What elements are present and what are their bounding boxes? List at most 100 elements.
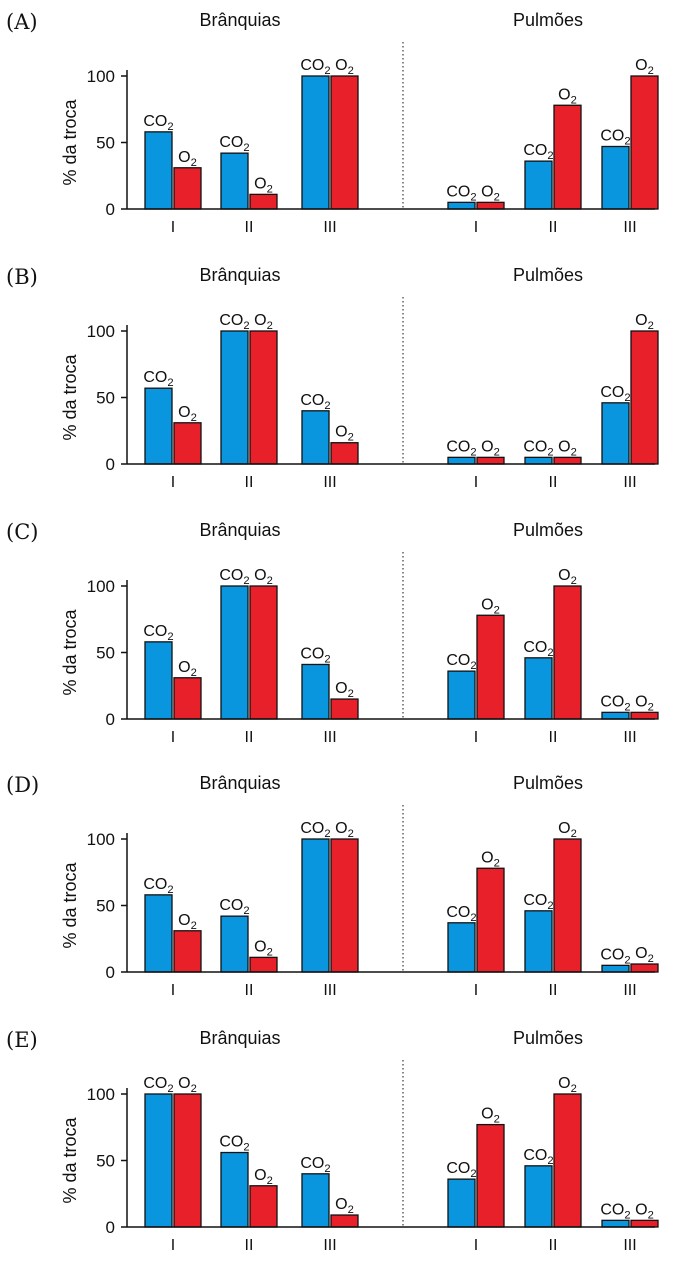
bar-co2 [220, 585, 249, 720]
bar-label-o2: O2 [254, 938, 273, 958]
bar-co2 [447, 670, 476, 720]
bar-o2 [330, 1214, 359, 1228]
bar-label-o2: O2 [335, 820, 354, 840]
group-title: Pulmões [513, 265, 583, 285]
y-tick-label: 50 [96, 644, 115, 663]
y-tick-label: 50 [96, 897, 115, 916]
bar-label-co2: CO2 [446, 1160, 476, 1180]
y-tick-label: 0 [106, 963, 115, 982]
bar-co2 [524, 657, 553, 720]
bar-label-o2: O2 [335, 1196, 354, 1216]
group-title: Pulmões [513, 773, 583, 793]
bar-label-co2: CO2 [523, 1147, 553, 1167]
bar-label-co2: CO2 [446, 438, 476, 458]
y-tick-label: 100 [87, 830, 115, 849]
bar-chart-svg: % da troca050100BrânquiasICO2O2IICO2O2II… [60, 773, 659, 999]
bar-label-co2: CO2 [143, 876, 173, 896]
bar-label-o2: O2 [635, 57, 654, 77]
x-tick-label: II [549, 474, 558, 491]
bar-label-co2: CO2 [143, 1075, 173, 1095]
bar-o2 [630, 711, 659, 720]
y-tick-label: 0 [106, 455, 115, 474]
y-axis-label: % da troca [60, 98, 80, 185]
x-tick-label: I [171, 1237, 175, 1254]
x-tick-label: III [623, 982, 636, 999]
bar-label-o2: O2 [178, 149, 197, 169]
bar-label-co2: CO2 [600, 127, 630, 147]
x-tick-label: I [171, 474, 175, 491]
bar-o2 [249, 330, 278, 465]
bar-label-o2: O2 [635, 1201, 654, 1221]
bar-co2 [220, 1151, 249, 1228]
bar-o2 [553, 838, 582, 973]
y-axis-label: % da troca [60, 608, 80, 695]
bar-label-co2: CO2 [446, 183, 476, 203]
bar-label-o2: O2 [635, 312, 654, 332]
bar-label-co2: CO2 [523, 142, 553, 162]
group-title: Brânquias [199, 520, 280, 540]
panel-label: (E) [6, 1028, 38, 1052]
y-tick-label: 100 [87, 577, 115, 596]
bar-o2 [476, 456, 505, 465]
bar-label-co2: CO2 [600, 1201, 630, 1221]
y-tick-label: 0 [106, 1218, 115, 1237]
bar-o2 [476, 1123, 505, 1228]
bar-co2 [220, 152, 249, 210]
bar-o2 [173, 677, 202, 720]
bar-label-o2: O2 [558, 567, 577, 587]
bar-o2 [173, 1093, 202, 1228]
panel-label: (C) [6, 520, 39, 544]
x-tick-label: I [474, 1237, 478, 1254]
bar-o2 [330, 698, 359, 720]
x-tick-label: II [245, 219, 254, 236]
bar-co2 [524, 910, 553, 973]
x-tick-label: II [245, 729, 254, 746]
group-title: Pulmões [513, 10, 583, 30]
x-tick-label: II [549, 982, 558, 999]
bar-co2 [220, 330, 249, 465]
bar-label-o2: O2 [558, 438, 577, 458]
x-tick-label: I [474, 982, 478, 999]
bar-label-co2: CO2 [219, 312, 249, 332]
panel-label: (D) [6, 773, 40, 797]
bar-label-o2: O2 [335, 680, 354, 700]
y-tick-label: 0 [106, 710, 115, 729]
bar-label-o2: O2 [635, 945, 654, 965]
bar-co2 [301, 410, 330, 465]
bar-label-co2: CO2 [143, 623, 173, 643]
y-tick-label: 100 [87, 1085, 115, 1104]
bar-o2 [630, 330, 659, 465]
bar-o2 [553, 585, 582, 720]
bar-label-o2: O2 [558, 820, 577, 840]
chart-panel: (A)% da troca 0 50 100 Brânquias I CO2 O2 II CO2 O… [0, 10, 676, 250]
y-axis-label: % da troca [60, 1116, 80, 1203]
bar-o2 [476, 201, 505, 210]
chart-panel: (D)% da troca 0 50 100 Brânquias I CO2 O2 II CO2 O… [0, 773, 676, 1013]
bar-co2 [144, 1093, 173, 1228]
bar-label-o2: O2 [481, 183, 500, 203]
x-tick-label: III [623, 729, 636, 746]
bar-co2 [301, 838, 330, 973]
bar-o2 [630, 75, 659, 210]
bar-co2 [301, 663, 330, 720]
y-tick-label: 100 [87, 322, 115, 341]
chart-panel: (B)% da troca 0 50 100 Brânquias I CO2 O2 II CO2 O… [0, 265, 676, 505]
bar-o2 [330, 838, 359, 973]
bar-label-co2: CO2 [300, 57, 330, 77]
bar-label-co2: CO2 [600, 693, 630, 713]
bar-label-co2: CO2 [600, 946, 630, 966]
bar-co2 [601, 402, 630, 465]
bar-chart-svg: % da troca050100BrânquiasICO2O2IICO2O2II… [60, 10, 659, 236]
panel-label: (B) [6, 265, 38, 289]
bar-label-o2: O2 [335, 57, 354, 77]
bar-co2 [601, 145, 630, 210]
bar-o2 [173, 930, 202, 973]
x-tick-label: III [323, 1237, 336, 1254]
x-tick-label: III [623, 219, 636, 236]
bar-label-co2: CO2 [300, 645, 330, 665]
group-title: Brânquias [199, 1028, 280, 1048]
bar-label-o2: O2 [335, 424, 354, 444]
bar-o2 [476, 867, 505, 973]
bar-o2 [476, 614, 505, 720]
